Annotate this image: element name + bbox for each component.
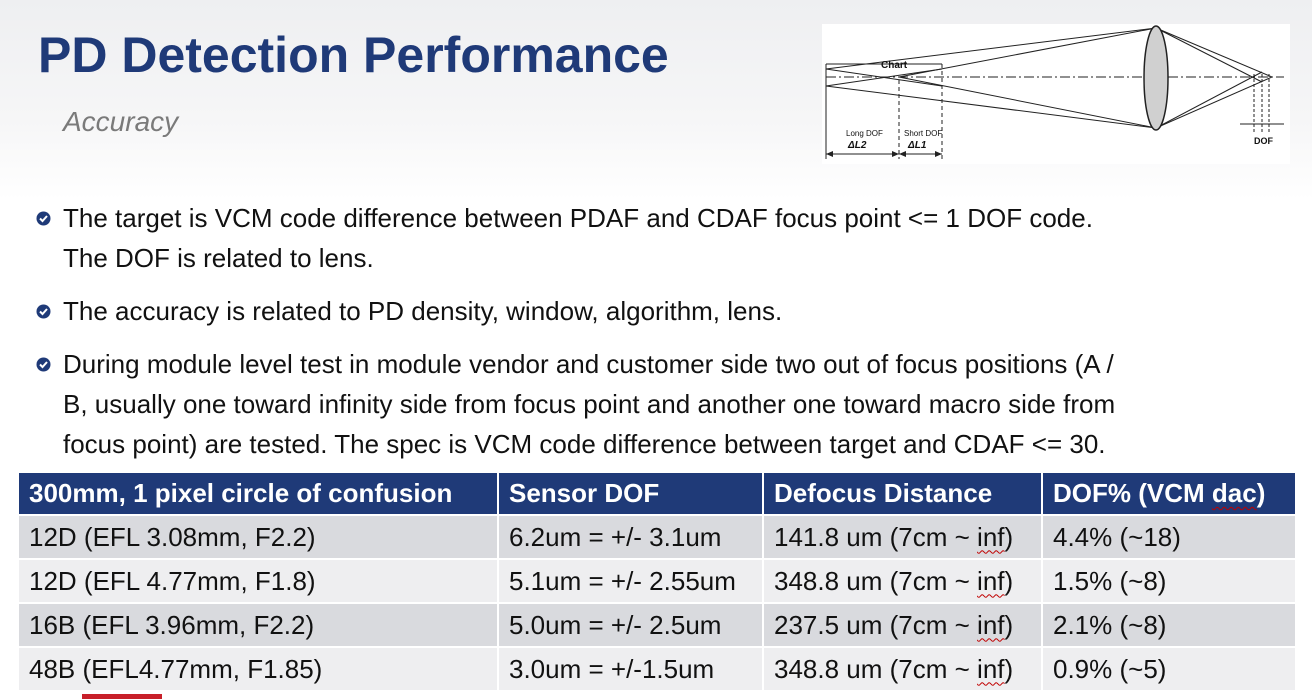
bullet-text-line: The DOF is related to lens. [63,243,374,273]
column-header: Sensor DOF [498,473,764,515]
table-cell: 12D (EFL 3.08mm, F2.2) [19,514,499,559]
table-cell: 1.5% (~8) [1042,558,1297,603]
column-header: Defocus Distance [763,473,1043,515]
short-dof-symbol: ΔL1 [907,140,927,151]
bullet-text-line: B, usually one toward infinity side from… [63,389,1116,419]
bullet-list: The target is VCM code difference betwee… [36,198,1286,477]
table-row: 16B (EFL 3.96mm, F2.2) 5.0um = +/- 2.5um… [19,602,1297,647]
table-cell: 4.4% (~18) [1042,514,1297,559]
long-dof-symbol: ΔL2 [847,140,867,151]
table-cell: 141.8 um (7cm ~ inf) [763,514,1043,559]
bullet-check-icon [36,357,51,372]
bullet-item: The accuracy is related to PD density, w… [36,291,1286,331]
bullet-text-line: The target is VCM code difference betwee… [63,203,1093,233]
column-header: DOF% (VCM dac) [1042,473,1297,515]
long-dof-label: Long DOF [846,129,883,138]
table-cell: 348.8 um (7cm ~ inf) [763,558,1043,603]
table-cell: 5.0um = +/- 2.5um [498,602,764,647]
bullet-item: The target is VCM code difference betwee… [36,198,1286,278]
logo-fragment [82,694,162,699]
bullet-check-icon [36,211,51,226]
table-cell: 2.1% (~8) [1042,602,1297,647]
column-header: 300mm, 1 pixel circle of confusion [19,473,499,515]
dof-spec-table: 300mm, 1 pixel circle of confusion Senso… [19,473,1297,690]
bullet-item: During module level test in module vendo… [36,344,1286,464]
bullet-text-line: The accuracy is related to PD density, w… [63,296,783,326]
table-row: 48B (EFL4.77mm, F1.85) 3.0um = +/-1.5um … [19,646,1297,690]
page-subtitle: Accuracy [63,106,179,137]
dof-label: DOF [1254,136,1274,146]
table-cell: 5.1um = +/- 2.55um [498,558,764,603]
table-cell: 3.0um = +/-1.5um [498,646,764,690]
table-cell: 48B (EFL4.77mm, F1.85) [19,646,499,690]
table-cell: 348.8 um (7cm ~ inf) [763,646,1043,690]
table-cell: 6.2um = +/- 3.1um [498,514,764,559]
chart-label: Chart [881,60,908,71]
table-cell: 12D (EFL 4.77mm, F1.8) [19,558,499,603]
bullet-check-icon [36,304,51,319]
table-cell: 16B (EFL 3.96mm, F2.2) [19,602,499,647]
table-cell: 0.9% (~5) [1042,646,1297,690]
table-cell: 237.5 um (7cm ~ inf) [763,602,1043,647]
bullet-text-line: focus point) are tested. The spec is VCM… [63,429,1106,459]
bullet-text-line: During module level test in module vendo… [63,349,1114,379]
short-dof-label: Short DOF [904,129,942,138]
table-row: 12D (EFL 3.08mm, F2.2) 6.2um = +/- 3.1um… [19,514,1297,559]
dof-optics-diagram: Chart Long DOF ΔL2 Short DOF ΔL1 DOF [822,24,1290,164]
page-title: PD Detection Performance [38,27,669,83]
table-row: 12D (EFL 4.77mm, F1.8) 5.1um = +/- 2.55u… [19,558,1297,603]
table-header-row: 300mm, 1 pixel circle of confusion Senso… [19,473,1297,515]
